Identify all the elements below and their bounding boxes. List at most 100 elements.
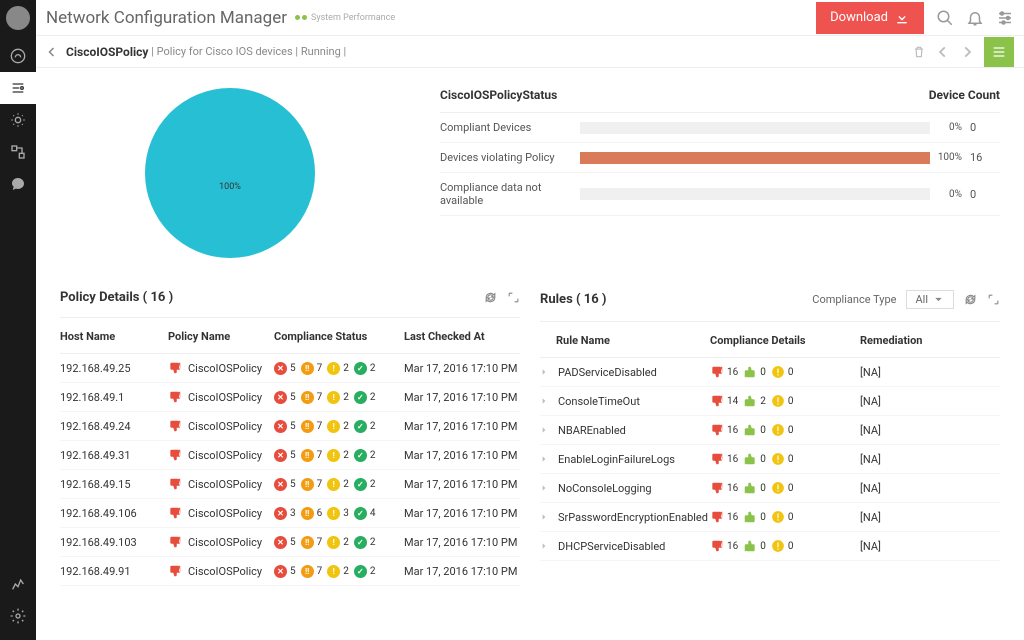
status-pill: ✕ (274, 565, 287, 578)
policy-panel-title: Policy Details ( 16 ) (60, 290, 173, 305)
status-row: Compliance data not available0%0 (440, 173, 1000, 216)
thumb-down-icon (710, 539, 724, 553)
status-pill: ✕ (274, 449, 287, 462)
chevron-down-icon (932, 293, 945, 306)
warning-icon (771, 539, 785, 553)
status-pill: ! (327, 391, 340, 404)
chevron-right-icon (540, 484, 548, 492)
status-pill: !! (301, 536, 314, 549)
search-icon[interactable] (936, 9, 954, 27)
thumb-up-icon (743, 423, 757, 437)
status-pill: ✓ (354, 391, 367, 404)
status-indicator (295, 15, 307, 20)
bell-icon[interactable] (966, 9, 984, 27)
table-row[interactable]: NBAREnabled1600[NA] (540, 416, 1000, 445)
thumb-down-icon (168, 361, 182, 375)
menu-button[interactable] (984, 37, 1014, 67)
status-pill: !! (301, 362, 314, 375)
nav-reports-icon[interactable] (0, 568, 36, 600)
table-row[interactable]: EnableLoginFailureLogs1600[NA] (540, 445, 1000, 474)
download-icon (894, 10, 910, 26)
next-icon[interactable] (960, 45, 974, 59)
expand-icon[interactable] (987, 293, 1000, 306)
status-pill: ! (327, 478, 340, 491)
chevron-right-icon (540, 513, 548, 521)
status-pill: ✕ (274, 420, 287, 433)
refresh-icon[interactable] (484, 291, 497, 304)
progress-bar (580, 188, 930, 200)
table-row[interactable]: SrPasswordEncryptionEnabled1600[NA] (540, 503, 1000, 532)
table-row[interactable]: 192.168.49.1CiscoIOSPolicy✕5!!7!2✓2Mar 1… (60, 383, 520, 412)
thumb-down-icon (168, 419, 182, 433)
status-pill: ✓ (354, 478, 367, 491)
status-pill: ✓ (354, 536, 367, 549)
thumb-up-icon (743, 394, 757, 408)
progress-bar (580, 152, 930, 164)
table-row[interactable]: 192.168.49.91CiscoIOSPolicy✕5!!7!2✓2Mar … (60, 557, 520, 586)
status-row: Compliant Devices0%0 (440, 113, 1000, 143)
nav-alerts-icon[interactable] (0, 104, 36, 136)
download-button[interactable]: Download (816, 2, 924, 34)
status-pill: ! (327, 362, 340, 375)
status-pill: ✕ (274, 507, 287, 520)
thumb-down-icon (710, 394, 724, 408)
status-title: CiscoIOSPolicyStatus (440, 88, 600, 102)
status-pill: ! (327, 420, 340, 433)
table-row[interactable]: DHCPServiceDisabled1600[NA] (540, 532, 1000, 561)
back-icon[interactable] (46, 46, 58, 58)
col-rem: Remediation (860, 334, 1000, 347)
status-label: System Performance (311, 13, 395, 23)
breadcrumb-state: Running (301, 45, 341, 58)
table-row[interactable]: 192.168.49.31CiscoIOSPolicy✕5!!7!2✓2Mar … (60, 441, 520, 470)
table-row[interactable]: PADServiceDisabled1600[NA] (540, 358, 1000, 387)
thumb-down-icon (168, 535, 182, 549)
table-row[interactable]: 192.168.49.106CiscoIOSPolicy✕3!!6!3✓4Mar… (60, 499, 520, 528)
status-pill: ✕ (274, 536, 287, 549)
pie-label: 100% (219, 182, 241, 192)
breadcrumb-desc: Policy for Cisco IOS devices (157, 45, 293, 58)
progress-bar (580, 122, 930, 134)
refresh-icon[interactable] (964, 293, 977, 306)
table-row[interactable]: 192.168.49.25CiscoIOSPolicy✕5!!7!2✓2Mar … (60, 354, 520, 383)
table-row[interactable]: NoConsoleLogging1600[NA] (540, 474, 1000, 503)
thumb-down-icon (168, 390, 182, 404)
warning-icon (771, 452, 785, 466)
compliance-type-select[interactable]: All (906, 290, 954, 309)
thumb-up-icon (743, 365, 757, 379)
status-pill: ✕ (274, 362, 287, 375)
nav-network-icon[interactable] (0, 136, 36, 168)
table-row[interactable]: 192.168.49.103CiscoIOSPolicy✕5!!7!2✓2Mar… (60, 528, 520, 557)
status-pill: !! (301, 565, 314, 578)
expand-icon[interactable] (507, 291, 520, 304)
status-pill: ! (327, 449, 340, 462)
status-pill: !! (301, 478, 314, 491)
warning-icon (771, 423, 785, 437)
nav-settings-icon[interactable] (0, 600, 36, 632)
warning-icon (771, 365, 785, 379)
breadcrumb: CiscoIOSPolicy | Policy for Cisco IOS de… (36, 36, 1024, 68)
status-pill: !! (301, 449, 314, 462)
thumb-down-icon (710, 423, 724, 437)
prev-icon[interactable] (936, 45, 950, 59)
table-row[interactable]: ConsoleTimeOut1420[NA] (540, 387, 1000, 416)
col-host: Host Name (60, 330, 168, 343)
status-pill: !! (301, 420, 314, 433)
thumb-down-icon (168, 564, 182, 578)
thumb-up-icon (743, 481, 757, 495)
nav-dashboard-icon[interactable] (0, 40, 36, 72)
table-row[interactable]: 192.168.49.15CiscoIOSPolicy✕5!!7!2✓2Mar … (60, 470, 520, 499)
compliance-type-label: Compliance Type (812, 293, 896, 306)
trash-icon[interactable] (912, 45, 926, 59)
col-policy: Policy Name (168, 330, 274, 343)
status-pill: !! (301, 507, 314, 520)
nav-chat-icon[interactable] (0, 168, 36, 200)
thumb-down-icon (168, 448, 182, 462)
nav-config-icon[interactable] (0, 72, 36, 104)
rules-panel-title: Rules ( 16 ) (540, 292, 606, 307)
col-checked: Last Checked At (404, 330, 520, 343)
avatar[interactable] (6, 6, 30, 30)
status-pill: ✓ (354, 565, 367, 578)
topbar: Network Configuration Manager System Per… (36, 0, 1024, 36)
table-row[interactable]: 192.168.49.24CiscoIOSPolicy✕5!!7!2✓2Mar … (60, 412, 520, 441)
settings-sliders-icon[interactable] (996, 9, 1014, 27)
